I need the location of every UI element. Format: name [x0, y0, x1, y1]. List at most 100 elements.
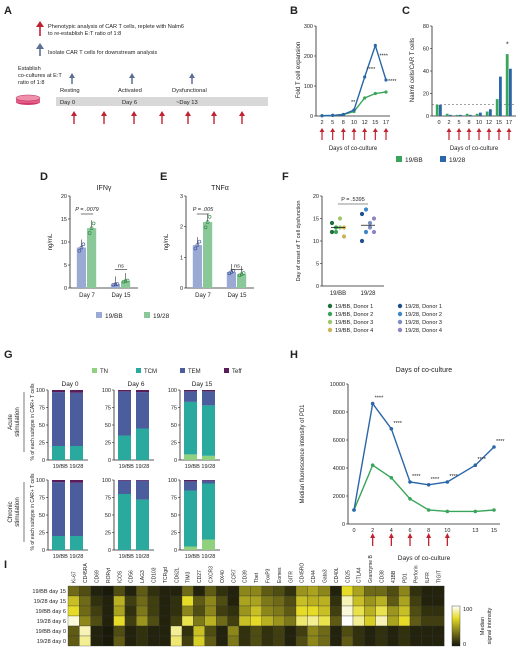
- chart-b: 0 100 200 300 Fold T cell expansion 2 5 8 10 12 15…: [296, 24, 397, 152]
- heatmap-cell: [193, 625, 205, 637]
- heatmap-column-label: CD62L: [174, 567, 180, 583]
- row-label: stimulation: [14, 407, 21, 437]
- legend-label: 19/BB, Donor 1: [335, 304, 373, 310]
- y-tick-label: 75: [171, 406, 177, 412]
- heatmap-cell: [204, 585, 217, 597]
- heatmap-cell: [307, 585, 319, 597]
- y-tick-label: 75: [39, 496, 45, 502]
- data-point: [359, 238, 365, 244]
- heatmap-cell: [398, 595, 411, 607]
- y-tick-label: 0: [108, 458, 111, 464]
- heatmap-cell: [159, 585, 171, 597]
- x-tick-label: 19/BB 19/28: [119, 554, 150, 560]
- x-tick-label: 13: [472, 528, 478, 534]
- chart-title: IFNγ: [97, 185, 112, 192]
- heatmap-cell: [102, 585, 114, 597]
- heatmap-cell: [227, 615, 240, 627]
- heatmap-column-label: CD45RA: [83, 563, 89, 583]
- y-axis-label: ng/mL: [48, 233, 54, 250]
- heatmap-cell: [341, 635, 354, 647]
- heatmap-cell: [261, 595, 274, 607]
- heatmap-column-label: CD38: [380, 570, 386, 583]
- heatmap-cell: [284, 585, 297, 597]
- x-tick-label: 12: [486, 120, 492, 126]
- heatmap-cell: [204, 605, 217, 617]
- legend-swatch: [440, 156, 446, 162]
- stack-segment: [184, 454, 197, 460]
- heatmap-cell: [284, 605, 297, 617]
- replicate-point: [113, 282, 118, 287]
- x-tick-label: Day 15: [111, 293, 131, 299]
- heatmap-cell: [181, 605, 194, 617]
- replicate-point: [207, 214, 212, 219]
- y-tick-label: 5: [316, 262, 319, 268]
- stack-segment: [118, 480, 131, 494]
- significance-label: ****: [431, 477, 440, 483]
- heatmap-cell: [307, 595, 319, 607]
- replete-arrowhead: [319, 128, 325, 132]
- data-point: [337, 216, 343, 221]
- chart-i: Ki-67 CD45RA CD69 RORγt ICOS CD56 LAG3 CD103 TCR…: [32, 555, 493, 648]
- significance-label: ****: [449, 474, 458, 480]
- legend-label: TN: [100, 369, 108, 375]
- heatmap-cell: [398, 585, 411, 597]
- heatmap-cell: [432, 635, 445, 647]
- y-tick-label: 10: [313, 239, 319, 245]
- data-point: [426, 508, 431, 512]
- significance-label: ****: [393, 421, 402, 427]
- heatmap-column-label: OX40: [220, 570, 226, 583]
- establish-text: co-cultures at E:T: [18, 73, 62, 79]
- x-tick-label: 12: [362, 120, 368, 126]
- colorbar-title: Median: [480, 617, 486, 635]
- heatmap-cell: [352, 615, 365, 627]
- data-point: [371, 216, 377, 221]
- heatmap-cell: [284, 615, 297, 627]
- y-tick-label: 0: [174, 458, 177, 464]
- heatmap-cell: [273, 625, 285, 637]
- row-label: stimulation: [14, 497, 21, 527]
- significance-label: P = .5395: [341, 197, 365, 203]
- panel-letter-h: H: [290, 349, 298, 361]
- heatmap-column-label: CCR7: [231, 569, 237, 583]
- heatmap-cell: [113, 625, 126, 637]
- column-title: Day 0: [62, 381, 79, 388]
- heatmap-column-label: CD25: [345, 570, 351, 583]
- heatmap-cell: [352, 625, 365, 637]
- replete-arrowhead: [444, 533, 450, 538]
- replete-arrowhead: [456, 128, 462, 132]
- replete-arrowhead: [211, 111, 217, 116]
- heatmap-cell: [204, 635, 217, 647]
- data-point: [363, 75, 367, 79]
- replicate-point: [87, 231, 92, 235]
- heatmap-row-label: 19/28 day 0: [37, 639, 66, 645]
- bar: [226, 272, 236, 288]
- heatmap-column-label: 41BB: [391, 570, 397, 583]
- stack-segment: [52, 390, 65, 393]
- heatmap-column-label: Granzyme B: [368, 555, 374, 583]
- heatmap-cell: [261, 625, 274, 637]
- replete-arrowhead: [362, 128, 368, 132]
- heatmap-cell: [204, 595, 217, 607]
- bar: [449, 114, 452, 116]
- data-point: [384, 90, 388, 94]
- heatmap-column-label: TIM3: [186, 571, 192, 583]
- x-tick-label: Day 15: [227, 293, 247, 299]
- chart-title: TNFα: [211, 185, 229, 192]
- y-axis-label: Fold T cell expansion: [296, 42, 302, 98]
- x-axis-label: Days of co-culture: [450, 146, 499, 152]
- x-tick-label: 15: [491, 528, 497, 534]
- heatmap-cell: [421, 615, 433, 627]
- data-point: [352, 508, 356, 512]
- heatmap-cell: [307, 605, 319, 617]
- heatmap-cell: [181, 595, 194, 607]
- panel-letter-e: E: [160, 171, 167, 183]
- bar: [475, 113, 479, 116]
- heatmap-cell: [238, 615, 251, 627]
- heatmap-cell: [295, 585, 308, 597]
- y-tick-label: 100: [36, 478, 45, 484]
- replicate-point: [205, 220, 210, 224]
- heatmap-cell: [375, 615, 388, 627]
- stack-segment: [202, 390, 215, 392]
- y-tick-label: 200: [304, 54, 313, 60]
- y-axis-label: Day of onset of T cell dysfunction: [296, 201, 302, 282]
